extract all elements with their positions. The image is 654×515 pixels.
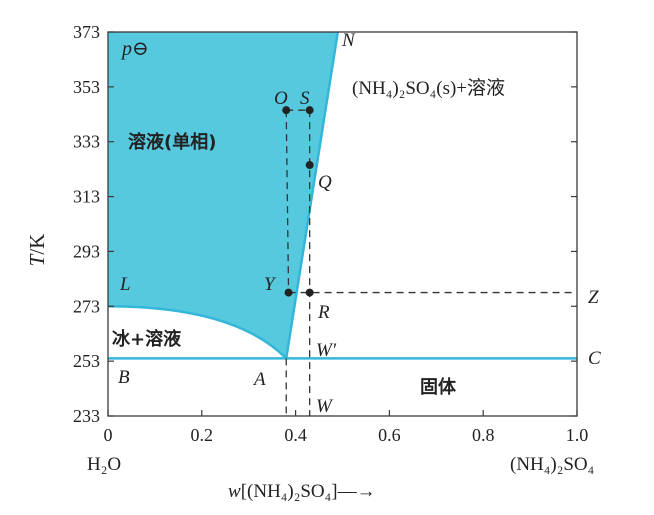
x-tick-labels: 0 0.2 0.4 0.6 0.8 1.0	[104, 425, 589, 445]
x-tick-label: 0.4	[284, 425, 307, 445]
x-left-label-h2o: H₂O	[87, 454, 121, 475]
point-q-marker	[305, 161, 314, 170]
y-tick-label: 253	[73, 351, 100, 371]
point-label-s: S	[300, 88, 310, 109]
salt-plus-solution-label: (NH₄)₂SO₄(s)+溶液	[352, 77, 505, 99]
x-tick-label: 0.6	[378, 425, 401, 445]
point-label-b: B	[118, 367, 130, 388]
y-tick-label: 353	[73, 77, 100, 97]
x-tick-label: 0	[104, 425, 113, 445]
point-labels: N O S Q Y L R Z W′ W B A C	[118, 30, 601, 417]
y-tick-labels: 373 353 333 313 293 273 253 233	[73, 22, 100, 426]
point-label-y: Y	[264, 274, 277, 295]
point-label-o: O	[274, 88, 288, 109]
point-label-a: A	[252, 369, 266, 390]
y-tick-label: 293	[73, 241, 100, 261]
freezing-point-curve	[107, 305, 288, 360]
point-label-r: R	[317, 302, 330, 323]
y-tick-label: 273	[73, 296, 100, 316]
dashed-line-o-y	[285, 110, 290, 293]
point-label-c: C	[588, 348, 601, 369]
x-tick-label: 1.0	[566, 425, 589, 445]
point-label-w: W	[316, 396, 334, 417]
state-point-markers	[282, 106, 314, 297]
point-label-n: N	[341, 30, 356, 51]
point-r-marker	[305, 288, 314, 297]
point-label-w-prime: W′	[316, 340, 337, 361]
point-s-marker	[305, 106, 314, 115]
y-tick-label: 233	[73, 406, 100, 426]
point-label-z: Z	[588, 287, 599, 308]
y-tick-label: 313	[73, 187, 100, 207]
dashed-guide-lines	[285, 109, 577, 416]
x-tick-label: 0.8	[472, 425, 495, 445]
x-right-label-ammonium-sulfate: (NH₄)₂SO₄	[510, 454, 594, 475]
point-o-marker	[282, 106, 291, 115]
axis-ticks	[107, 31, 578, 417]
ice-plus-solution-label: 冰+溶液	[112, 328, 182, 350]
solution-single-phase-region	[108, 32, 338, 359]
point-label-l: L	[119, 274, 131, 295]
solubility-curve	[284, 31, 340, 359]
pressure-label: p⊖	[120, 38, 149, 60]
solution-region-label: 溶液(单相)	[128, 131, 216, 153]
y-axis-label: T/K	[25, 234, 49, 267]
plot-frame	[107, 31, 578, 417]
y-tick-label: 333	[73, 132, 100, 152]
solid-region-label: 固体	[420, 376, 457, 398]
point-y-marker	[284, 288, 293, 297]
x-tick-label: 0.2	[191, 425, 214, 445]
point-label-q: Q	[318, 172, 332, 193]
x-axis-label: w[(NH₄)₂SO₄]—→	[228, 481, 376, 502]
y-tick-label: 373	[73, 22, 100, 42]
